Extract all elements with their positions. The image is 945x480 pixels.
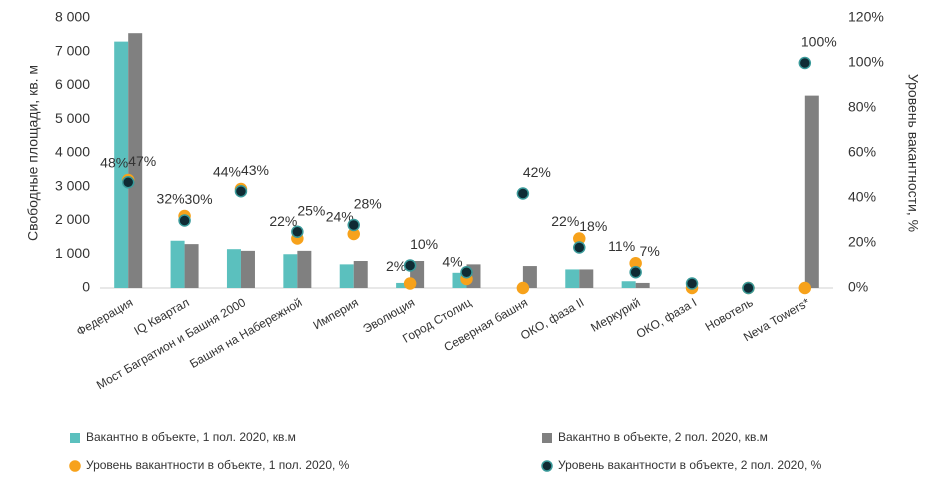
y-tick-label: 4 000: [55, 144, 90, 160]
bar: [240, 250, 255, 288]
y2-tick-label: 20%: [848, 234, 876, 250]
bar: [565, 269, 580, 288]
bar: [283, 254, 298, 288]
legend-swatch: [541, 460, 553, 472]
y2-axis-title: Уровень вакантности, %: [905, 74, 921, 232]
vacancy-dot: [629, 266, 642, 279]
vacancy-dot: [685, 277, 699, 290]
x-tick-label: ОКО, фаза II: [518, 295, 586, 343]
bar: [353, 261, 368, 288]
data-label: 18%: [579, 218, 607, 234]
data-label: 24%: [326, 209, 354, 225]
legend-swatch: [69, 460, 81, 472]
y-tick-label: 0: [82, 279, 90, 295]
vacancy-dot: [403, 277, 417, 290]
legend-label: Вакантно в объекте, 2 пол. 2020, кв.м: [558, 430, 768, 444]
legend-swatch: [542, 433, 552, 443]
y2-tick-label: 40%: [848, 189, 876, 205]
data-label: 100%: [801, 34, 837, 50]
legend-swatch: [70, 433, 80, 443]
bar: [804, 95, 819, 288]
y-tick-label: 7 000: [55, 42, 90, 58]
y2-tick-label: 60%: [848, 144, 876, 160]
data-label: 22%: [551, 213, 579, 229]
vacancy-dot: [798, 281, 812, 295]
y2-tick-label: 80%: [848, 99, 876, 115]
y-tick-label: 6 000: [55, 76, 90, 92]
vacancy-dot: [573, 241, 586, 254]
y-tick-label: 8 000: [55, 9, 90, 25]
legend-label: Вакантно в объекте, 1 пол. 2020, кв.м: [86, 430, 296, 444]
y2-tick-label: 0%: [848, 279, 868, 295]
vacancy-dot: [291, 225, 304, 238]
vacancy-dot: [460, 266, 473, 279]
bar: [226, 249, 241, 288]
bar: [621, 281, 636, 288]
legend-label: Уровень вакантности в объекте, 2 пол. 20…: [558, 458, 822, 472]
vacancy-dot: [742, 281, 755, 295]
data-label: 44%: [213, 164, 241, 180]
data-label: 48%: [100, 155, 128, 171]
vacancy-dot: [178, 214, 191, 227]
bar: [170, 240, 185, 288]
data-label: 47%: [128, 153, 156, 169]
data-label: 10%: [410, 236, 438, 252]
x-tick-label: Федерация: [74, 295, 135, 338]
legend-label: Уровень вакантности в объекте, 1 пол. 20…: [86, 458, 350, 472]
vacancy-dot: [516, 281, 530, 295]
bar: [635, 282, 650, 288]
x-tick-label: Империя: [311, 295, 361, 332]
data-label: 25%: [297, 202, 325, 218]
y-tick-label: 5 000: [55, 110, 90, 126]
data-label: 22%: [269, 213, 297, 229]
bar: [339, 264, 354, 288]
bar: [522, 266, 537, 288]
vacancy-dot: [403, 259, 417, 272]
bar: [114, 41, 129, 288]
y-tick-label: 2 000: [55, 211, 90, 227]
vacancy-dot: [347, 218, 360, 232]
data-label: 4%: [442, 254, 462, 270]
vacancy-dot: [234, 185, 248, 198]
vacancy-dot: [798, 56, 812, 70]
y-tick-label: 1 000: [55, 245, 90, 261]
x-tick-label: ОКО, фаза I: [634, 295, 699, 341]
data-label: 32%: [157, 191, 185, 207]
data-label: 43%: [241, 162, 269, 178]
bar: [184, 244, 199, 288]
y2-tick-label: 100%: [848, 54, 884, 70]
bar: [297, 250, 312, 288]
y2-tick-label: 120%: [848, 9, 884, 25]
data-label: 42%: [523, 164, 551, 180]
bar: [396, 282, 411, 288]
vacancy-dot: [121, 176, 135, 189]
y-axis-title: Свободные площади, кв. м: [25, 65, 41, 241]
data-label: 2%: [386, 258, 406, 274]
bar: [128, 33, 143, 288]
data-label: 30%: [185, 191, 213, 207]
data-label: 28%: [354, 196, 382, 212]
data-label: 11%: [608, 238, 635, 254]
bar: [579, 269, 594, 288]
y-tick-label: 3 000: [55, 177, 90, 193]
vacancy-dot: [516, 187, 530, 200]
data-label: 7%: [640, 243, 660, 259]
